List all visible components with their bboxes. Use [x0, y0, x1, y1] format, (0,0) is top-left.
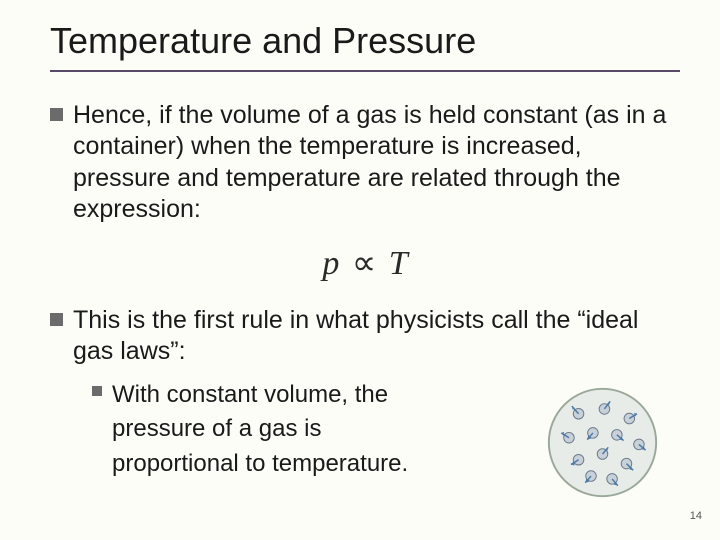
slide-container: Temperature and Pressure Hence, if the v…: [0, 0, 720, 540]
square-bullet-icon: [50, 108, 63, 121]
page-number: 14: [690, 510, 702, 522]
bullet-item-1: Hence, if the volume of a gas is held co…: [50, 100, 680, 225]
bullet-text-1: Hence, if the volume of a gas is held co…: [73, 100, 680, 225]
slide-title: Temperature and Pressure: [50, 20, 680, 72]
bullet-item-2: This is the first rule in what physicist…: [50, 305, 680, 368]
sub-bullet-text: With constant volume, the pressure of a …: [112, 378, 452, 482]
equation: p ∝ T: [50, 243, 680, 283]
equation-left: p: [322, 245, 339, 282]
square-bullet-icon: [92, 386, 102, 396]
proportional-symbol: ∝: [352, 245, 376, 282]
gas-particles-diagram: [545, 385, 660, 500]
bullet-text-2: This is the first rule in what physicist…: [73, 305, 680, 368]
equation-right: T: [389, 245, 408, 282]
square-bullet-icon: [50, 313, 63, 326]
